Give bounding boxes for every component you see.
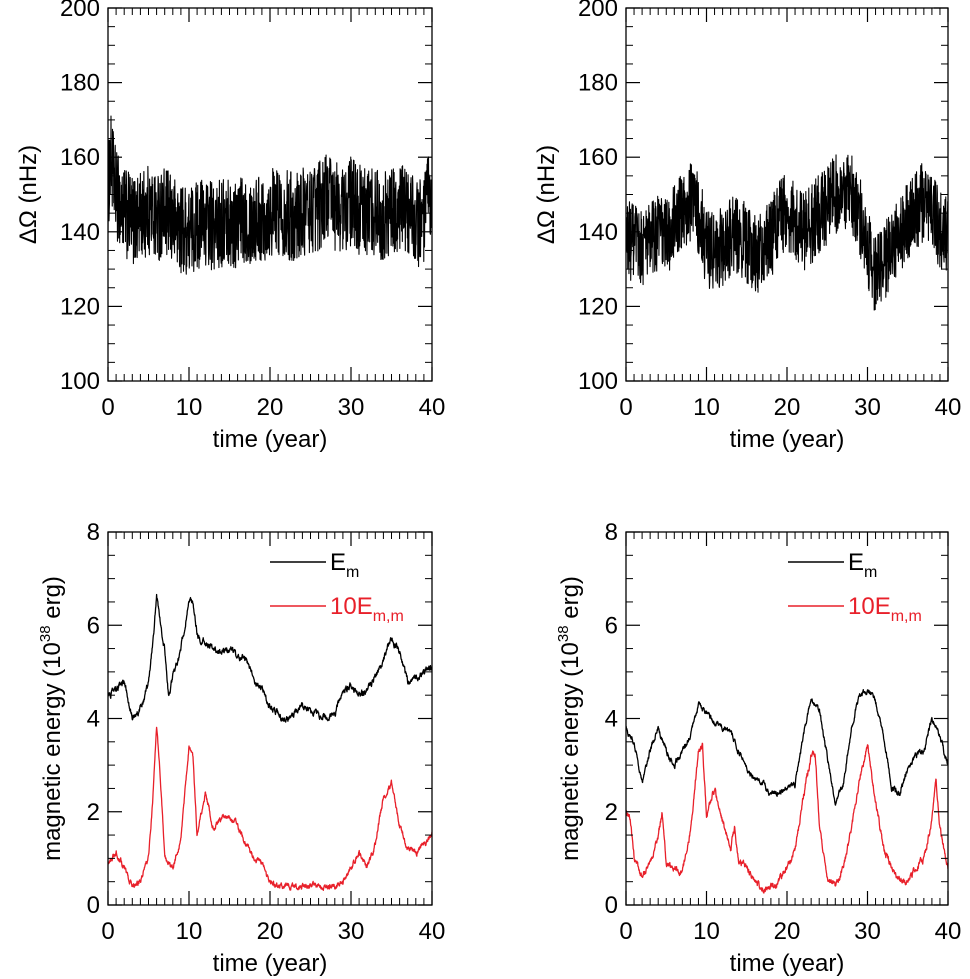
x-tick-label: 10	[693, 918, 720, 945]
legend-label: Em	[848, 549, 877, 581]
y-tick-label: 6	[87, 612, 100, 639]
x-tick-label: 30	[338, 918, 365, 945]
x-tick-label: 0	[101, 918, 114, 945]
y-tick-label: 120	[60, 293, 100, 320]
y-tick-label: 180	[60, 70, 100, 97]
x-tick-label: 40	[419, 394, 446, 421]
x-axis-label: time (year)	[213, 426, 328, 453]
legend-label: Em	[330, 549, 359, 581]
y-tick-label: 2	[87, 799, 100, 826]
x-tick-label: 10	[176, 918, 203, 945]
x-axis-label: time (year)	[730, 950, 845, 977]
x-axis-label: time (year)	[213, 950, 328, 977]
legend-label: 10Em,m	[848, 593, 922, 625]
y-tick-label: 0	[87, 892, 100, 919]
y-tick-label: 120	[578, 293, 618, 320]
axes-frame	[107, 531, 433, 906]
series-line-2	[626, 742, 948, 894]
series-line-1	[626, 154, 948, 311]
chart-panel-energy-b: 0 10 20 30 40 0 2 4 6 8 time (year) magnetic energy…	[555, 519, 961, 977]
y-tick-label: 0	[605, 892, 618, 919]
y-tick-label: 140	[60, 219, 100, 246]
y-tick-label: 8	[605, 519, 618, 546]
y-tick-label: 180	[578, 70, 618, 97]
x-axis-label: time (year)	[730, 426, 845, 453]
y-tick-label: 200	[60, 0, 100, 22]
x-tick-label: 40	[935, 394, 962, 421]
chart-panel-energy-a: 0 10 20 30 40 0 2 4 6 8 time (year) magnetic energy…	[37, 519, 445, 977]
x-tick-label: 20	[257, 394, 284, 421]
x-tick-label: 40	[419, 918, 446, 945]
series-line-1	[626, 688, 948, 806]
y-tick-label: 100	[578, 368, 618, 395]
x-tick-label: 0	[619, 918, 632, 945]
x-tick-label: 0	[101, 394, 114, 421]
x-tick-label: 20	[257, 918, 284, 945]
x-tick-label: 10	[693, 394, 720, 421]
x-tick-label: 20	[774, 394, 801, 421]
y-axis-label: ΔΩ (nHz)	[533, 145, 560, 244]
y-tick-label: 4	[605, 706, 618, 733]
x-tick-label: 40	[935, 918, 962, 945]
y-tick-label: 4	[87, 706, 100, 733]
x-tick-label: 30	[854, 918, 881, 945]
y-tick-label: 160	[60, 144, 100, 171]
x-tick-label: 10	[176, 394, 203, 421]
y-tick-label: 140	[578, 219, 618, 246]
y-axis-label: magnetic energy (1038 erg)	[37, 576, 66, 861]
series-line-1	[108, 593, 432, 723]
x-tick-label: 20	[774, 918, 801, 945]
y-axis-label: ΔΩ (nHz)	[15, 145, 42, 244]
y-tick-label: 8	[87, 519, 100, 546]
y-tick-label: 6	[605, 612, 618, 639]
axes-frame	[625, 531, 949, 906]
y-tick-label: 200	[578, 0, 618, 22]
chart-panel-omega-b: 0 10 20 30 40 100 120 140 160 180 200 time (year) ΔΩ…	[533, 0, 961, 453]
y-axis-label: magnetic energy (1038 erg)	[555, 576, 584, 861]
y-tick-label: 160	[578, 144, 618, 171]
series-line-2	[108, 726, 432, 892]
y-tick-label: 2	[605, 799, 618, 826]
chart-panel-omega-a: 0 10 20 30 40 100 120 140 160 180 200 time (year) ΔΩ…	[15, 0, 445, 453]
series-line-1	[108, 115, 432, 275]
y-tick-label: 100	[60, 368, 100, 395]
legend-label: 10Em,m	[330, 593, 404, 625]
x-tick-label: 30	[854, 394, 881, 421]
x-tick-label: 0	[619, 394, 632, 421]
x-tick-label: 30	[338, 394, 365, 421]
